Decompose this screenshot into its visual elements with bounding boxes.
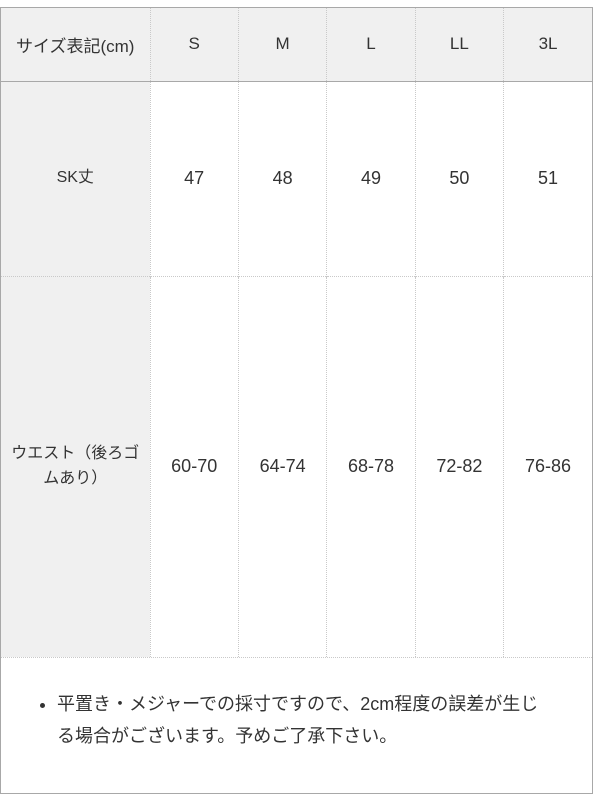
value-cell: 76-86 bbox=[503, 275, 592, 657]
notes-list: 平置き・メジャーでの採寸ですので、2cm程度の誤差が生じる場合がございます。予め… bbox=[1, 688, 550, 752]
size-table-header-row: サイズ表記(cm) S M L LL 3L bbox=[1, 8, 592, 82]
row-label-skirt-length: SK丈 bbox=[1, 81, 150, 276]
value-cell: 47 bbox=[149, 81, 239, 276]
size-column-header-l: L bbox=[326, 8, 416, 82]
value-cell: 49 bbox=[326, 81, 416, 276]
size-column-header-m: M bbox=[237, 8, 327, 82]
size-column-header-3l: 3L bbox=[503, 8, 592, 82]
value-cell: 64-74 bbox=[237, 275, 327, 657]
measure-unit-header: サイズ表記(cm) bbox=[1, 8, 150, 82]
size-chart-panel: サイズ表記(cm) S M L LL 3L SK丈 47 48 49 50 51 bbox=[0, 7, 593, 794]
size-column-header-s: S bbox=[149, 8, 239, 82]
value-cell: 60-70 bbox=[149, 275, 239, 657]
value-cell: 50 bbox=[414, 81, 504, 276]
row-label-waist: ウエスト（後ろゴムあり） bbox=[1, 275, 150, 657]
value-cell: 48 bbox=[237, 81, 327, 276]
table-row-skirt-length: SK丈 47 48 49 50 51 bbox=[1, 81, 592, 276]
value-cell: 51 bbox=[503, 81, 592, 276]
note-item: 平置き・メジャーでの採寸ですので、2cm程度の誤差が生じる場合がございます。予め… bbox=[57, 688, 550, 752]
size-table: サイズ表記(cm) S M L LL 3L SK丈 47 48 49 50 51 bbox=[1, 8, 592, 657]
size-column-header-ll: LL bbox=[414, 8, 504, 82]
value-cell: 68-78 bbox=[326, 275, 416, 657]
value-cell: 72-82 bbox=[414, 275, 504, 657]
table-row-waist: ウエスト（後ろゴムあり） 60-70 64-74 68-78 72-82 76-… bbox=[1, 275, 592, 657]
notes-section: 平置き・メジャーでの採寸ですので、2cm程度の誤差が生じる場合がございます。予め… bbox=[1, 657, 592, 793]
